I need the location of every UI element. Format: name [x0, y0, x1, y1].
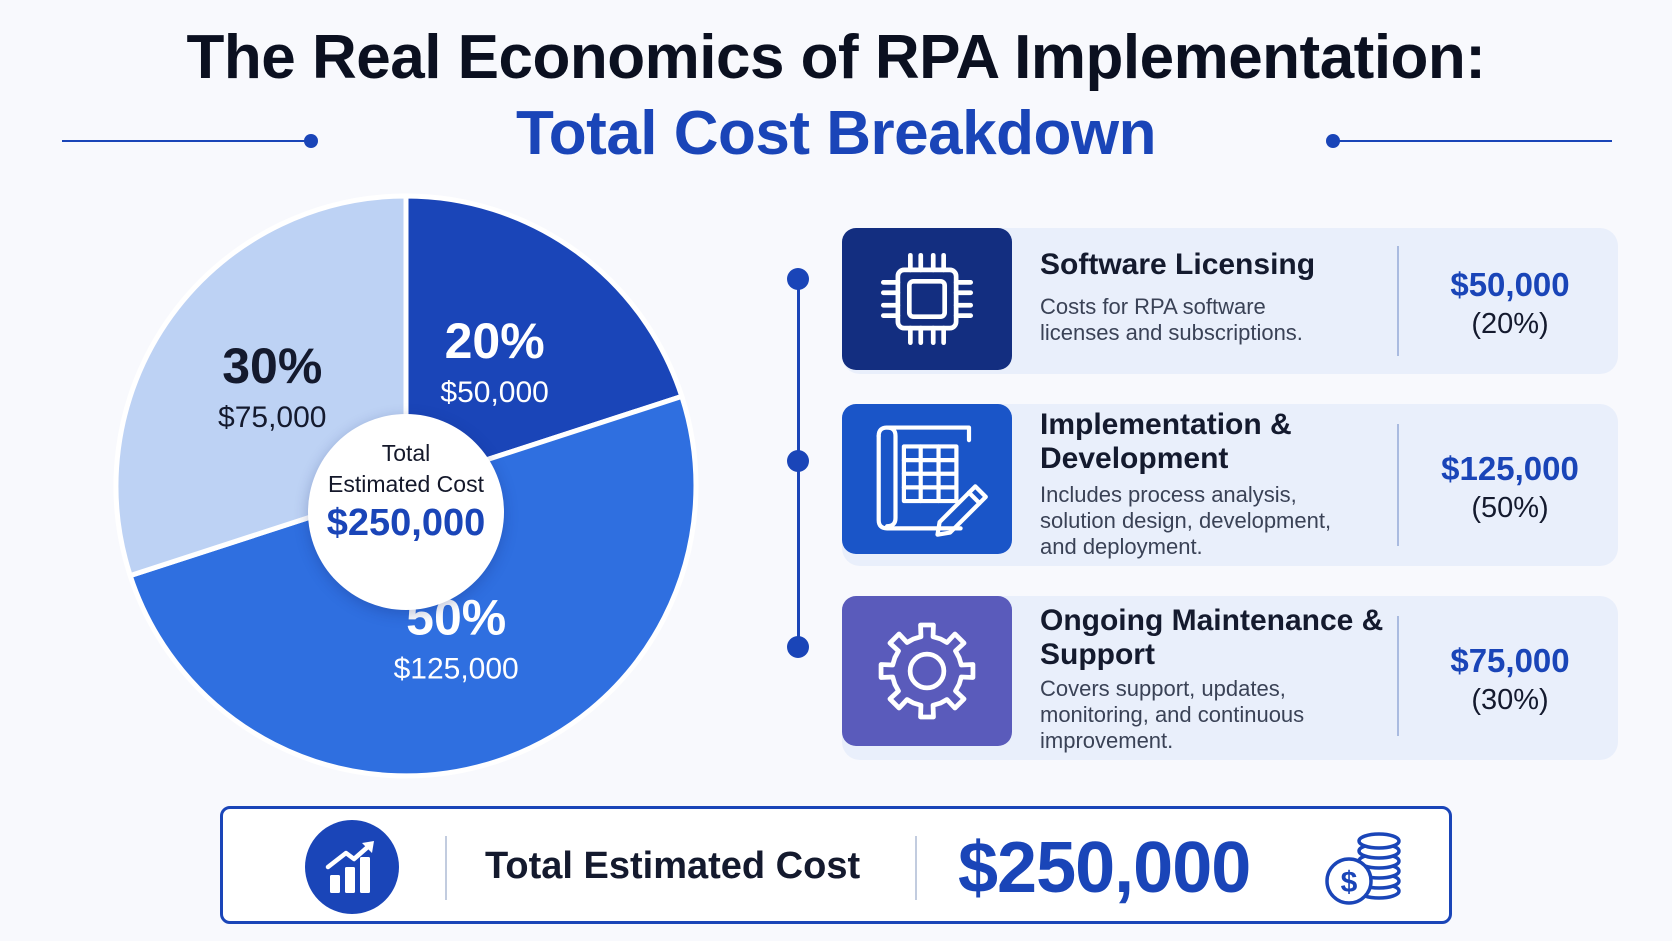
card-title: Software Licensing [1040, 248, 1316, 281]
card-title: Ongoing Maintenance & Support [1040, 604, 1384, 671]
card-icon-box [842, 596, 1012, 746]
card-icon-box [842, 404, 1012, 554]
pie-center-value: $250,000 [326, 502, 486, 544]
card-divider [1397, 246, 1399, 356]
chip-icon [880, 252, 974, 346]
svg-text:$: $ [1341, 866, 1358, 899]
title-decoration-right-line [1336, 140, 1612, 142]
card-icon-box [842, 228, 1012, 370]
cost-card-software-licensing: Software Licensing Costs for RPA softwar… [842, 228, 1618, 374]
pie-percent-label: 20% [445, 313, 545, 369]
card-percent: (50%) [1471, 492, 1549, 524]
total-icon-circle [305, 820, 399, 914]
title-decoration-left-line [62, 140, 312, 142]
card-description: Includes process analysis, solution desi… [1040, 482, 1332, 559]
total-value: $250,000 [958, 828, 1251, 908]
card-percent: (30%) [1471, 684, 1549, 716]
blueprint-pencil-icon [876, 425, 988, 537]
title-decoration-right-dot [1326, 134, 1340, 148]
cost-card-maintenance-support: Ongoing Maintenance & Support Covers sup… [842, 596, 1618, 760]
total-divider [445, 836, 447, 900]
pie-slice [403, 193, 685, 490]
card-title: Implementation & Development [1040, 408, 1292, 475]
pie-center-label: Total Estimated Cost [328, 440, 484, 497]
title-decoration-left-dot [304, 134, 318, 148]
gear-icon [878, 622, 976, 720]
card-divider [1397, 424, 1399, 546]
card-percent: (20%) [1471, 308, 1549, 340]
page-subtitle: Total Cost Breakdown [516, 99, 1156, 168]
total-estimated-cost-banner: Total Estimated Cost $250,000 $ [220, 806, 1452, 924]
total-divider [915, 836, 917, 900]
total-label: Total Estimated Cost [485, 845, 861, 887]
pie-percent-label: 30% [222, 338, 322, 394]
page-title: The Real Economics of RPA Implementation… [186, 23, 1486, 92]
growth-chart-icon [325, 841, 374, 893]
card-value: $75,000 [1450, 642, 1570, 679]
card-description: Costs for RPA software licenses and subs… [1040, 294, 1303, 345]
dollar-coins-icon: $ [1325, 832, 1401, 905]
timeline-dot [787, 450, 809, 472]
card-divider [1397, 616, 1399, 736]
timeline-dot [787, 268, 809, 290]
card-description: Covers support, updates, monitoring, and… [1040, 676, 1305, 753]
card-value: $50,000 [1450, 266, 1570, 303]
timeline-dot [787, 636, 809, 658]
card-value: $125,000 [1441, 450, 1579, 487]
pie-center-total: Total Estimated Cost $250,000 [308, 414, 504, 610]
pie-value-label: $125,000 [394, 652, 519, 685]
pie-value-label: $50,000 [440, 376, 548, 409]
pie-value-label: $75,000 [218, 401, 326, 434]
cost-card-implementation-development: Implementation & Development Includes pr… [842, 404, 1618, 566]
